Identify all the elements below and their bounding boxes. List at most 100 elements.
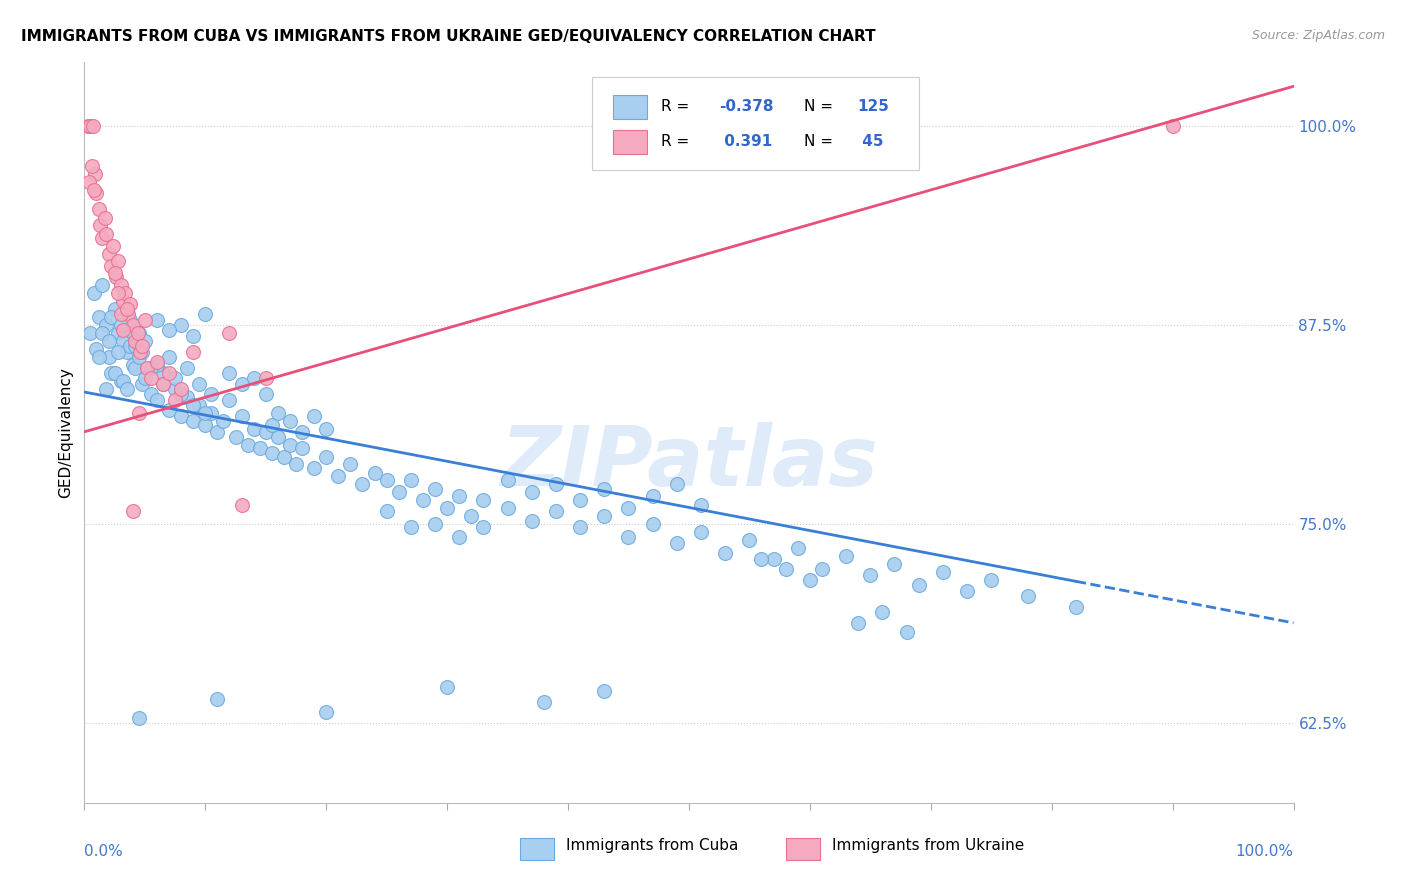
Point — [449, 530, 471, 544]
Point — [120, 297, 142, 311]
Point — [436, 501, 458, 516]
Point — [472, 493, 495, 508]
Point — [242, 370, 264, 384]
Point — [112, 374, 135, 388]
Point — [181, 414, 204, 428]
Point — [218, 326, 240, 340]
Point — [690, 525, 713, 540]
Point — [569, 493, 592, 508]
Point — [375, 473, 398, 487]
Text: IMMIGRANTS FROM CUBA VS IMMIGRANTS FROM UKRAINE GED/EQUIVALENCY CORRELATION CHAR: IMMIGRANTS FROM CUBA VS IMMIGRANTS FROM … — [21, 29, 876, 44]
Point — [956, 584, 979, 599]
Point — [128, 350, 150, 364]
Point — [520, 514, 543, 528]
Point — [165, 392, 187, 407]
Text: Immigrants from Cuba: Immigrants from Cuba — [565, 838, 738, 853]
Point — [91, 230, 114, 244]
Text: R =: R = — [661, 134, 695, 149]
Point — [131, 339, 153, 353]
Point — [231, 498, 253, 512]
Point — [260, 418, 283, 433]
Point — [738, 533, 761, 547]
Point — [83, 286, 105, 301]
Point — [544, 477, 567, 491]
Point — [127, 326, 149, 340]
Text: R =: R = — [661, 99, 695, 114]
Point — [412, 493, 434, 508]
Point — [665, 536, 688, 550]
Text: -0.378: -0.378 — [720, 99, 773, 114]
Point — [121, 326, 143, 340]
Point — [533, 696, 555, 710]
Point — [94, 211, 117, 226]
Text: 0.0%: 0.0% — [84, 844, 124, 858]
Point — [115, 345, 138, 359]
Point — [302, 461, 325, 475]
Point — [83, 183, 105, 197]
Point — [112, 334, 135, 348]
Point — [278, 437, 301, 451]
Point — [117, 307, 139, 321]
Point — [641, 517, 664, 532]
Point — [128, 406, 150, 420]
Point — [315, 422, 337, 436]
Point — [115, 382, 138, 396]
Point — [121, 504, 143, 518]
Point — [121, 318, 143, 333]
Point — [107, 326, 129, 340]
Point — [104, 366, 127, 380]
Point — [218, 366, 240, 380]
Point — [188, 377, 211, 392]
Point — [84, 167, 107, 181]
Point — [103, 238, 125, 252]
Point — [231, 377, 253, 392]
Point — [134, 313, 156, 327]
Point — [104, 266, 127, 280]
Point — [207, 425, 229, 439]
Text: 0.391: 0.391 — [720, 134, 772, 149]
Point — [200, 406, 222, 420]
Point — [176, 361, 198, 376]
Point — [617, 501, 640, 516]
FancyBboxPatch shape — [786, 838, 820, 860]
Point — [846, 615, 869, 630]
Point — [87, 202, 110, 216]
Point — [165, 382, 187, 396]
Point — [569, 520, 592, 534]
Point — [114, 286, 136, 301]
Point — [110, 318, 132, 333]
Text: Immigrants from Ukraine: Immigrants from Ukraine — [831, 838, 1024, 853]
Point — [170, 386, 193, 401]
Point — [399, 520, 422, 534]
Point — [94, 318, 117, 333]
Point — [472, 520, 495, 534]
Point — [751, 552, 773, 566]
Point — [225, 429, 247, 443]
Point — [170, 382, 193, 396]
Point — [291, 441, 314, 455]
Point — [82, 119, 104, 133]
Point — [100, 259, 122, 273]
Point — [107, 345, 129, 359]
Point — [129, 345, 152, 359]
Point — [91, 278, 114, 293]
Point — [883, 557, 905, 571]
Point — [170, 318, 193, 333]
Point — [423, 517, 446, 532]
FancyBboxPatch shape — [520, 838, 554, 860]
Point — [112, 323, 135, 337]
Text: ZIPatlas: ZIPatlas — [501, 422, 877, 503]
Point — [315, 450, 337, 465]
Point — [200, 386, 222, 401]
Point — [291, 425, 314, 439]
FancyBboxPatch shape — [613, 130, 647, 153]
Point — [690, 498, 713, 512]
Point — [115, 302, 138, 317]
Point — [121, 358, 143, 372]
Point — [363, 467, 385, 481]
Point — [86, 342, 108, 356]
Point — [496, 501, 519, 516]
Point — [152, 377, 174, 392]
Point — [593, 684, 616, 698]
Point — [207, 692, 229, 706]
